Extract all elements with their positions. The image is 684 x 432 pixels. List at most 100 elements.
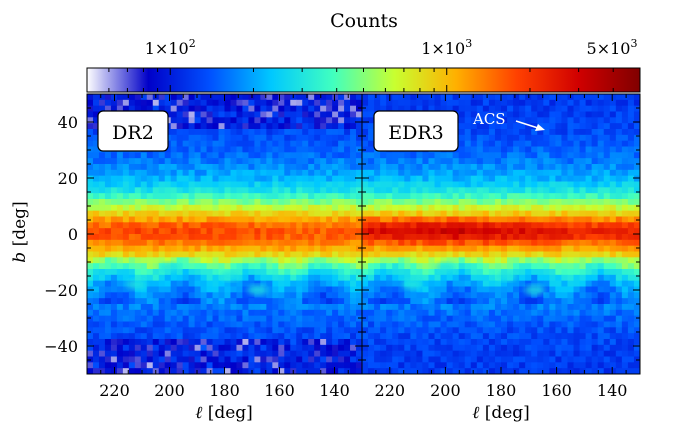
heatmap-cell — [597, 111, 605, 118]
heatmap-cell — [314, 315, 321, 323]
heatmap-cell — [543, 164, 550, 171]
heatmap-cell — [212, 164, 220, 171]
heatmap-cell — [188, 368, 196, 374]
heatmap-cell — [92, 134, 100, 142]
heatmap-cell — [597, 333, 605, 340]
heatmap-cell — [446, 210, 454, 218]
heatmap-cell — [164, 245, 172, 253]
heatmap-cell — [476, 164, 484, 171]
heatmap-cell — [320, 251, 327, 258]
heatmap-cell — [482, 117, 490, 124]
heatmap-cell — [549, 129, 556, 136]
heatmap-cell — [284, 164, 291, 171]
heatmap-cell — [176, 356, 184, 363]
heatmap-cell — [386, 187, 393, 194]
heatmap-cell — [374, 304, 381, 311]
heatmap-cell — [104, 251, 112, 258]
heatmap-cell — [597, 158, 605, 165]
heatmap-cell — [579, 111, 587, 118]
heatmap-cell — [260, 129, 267, 136]
heatmap-cell — [567, 123, 575, 130]
heatmap-cell — [398, 344, 405, 352]
heatmap-cell — [501, 216, 508, 223]
heatmap-cell — [597, 356, 605, 363]
heatmap-cell — [537, 344, 544, 352]
heatmap-cell — [176, 269, 184, 276]
heatmap-cell — [290, 251, 297, 258]
heatmap-cell — [302, 298, 309, 305]
heatmap-cell — [591, 105, 599, 113]
heatmap-cell — [314, 105, 321, 113]
heatmap-cell — [362, 105, 369, 113]
heatmap-cell — [579, 350, 587, 358]
heatmap-cell — [188, 344, 196, 352]
heatmap-cell — [549, 169, 556, 177]
heatmap-cell — [555, 123, 563, 130]
heatmap-cell — [507, 239, 514, 247]
heatmap-cell — [242, 245, 250, 253]
heatmap-cell — [284, 333, 291, 340]
heatmap-cell — [470, 356, 478, 363]
heatmap-cell — [164, 146, 172, 153]
heatmap-cell — [549, 117, 556, 124]
heatmap-cell — [87, 333, 94, 340]
heatmap-cell — [428, 274, 436, 282]
heatmap-cell — [332, 117, 339, 124]
heatmap-cell — [176, 140, 184, 148]
heatmap-cell — [464, 298, 472, 305]
heatmap-cell — [549, 269, 556, 276]
heatmap-cell — [579, 263, 587, 270]
heatmap-cell — [218, 257, 226, 264]
heatmap-cell — [116, 368, 124, 374]
heatmap-cell — [501, 222, 508, 229]
heatmap-cell — [122, 263, 130, 270]
heatmap-cell — [597, 234, 605, 241]
heatmap-cell — [603, 216, 611, 223]
heatmap-cell — [531, 368, 538, 374]
heatmap-cell — [182, 239, 190, 247]
heatmap-cell — [434, 216, 442, 223]
heatmap-cell — [422, 245, 430, 253]
heatmap-cell — [609, 129, 617, 136]
heatmap-cell — [92, 344, 100, 352]
heatmap-cell — [501, 199, 508, 206]
heatmap-cell — [332, 152, 339, 159]
heatmap-cell — [476, 245, 484, 253]
heatmap-cell — [188, 356, 196, 363]
heatmap-cell — [314, 333, 321, 340]
heatmap-cell — [242, 321, 250, 328]
heatmap-cell — [609, 105, 617, 113]
heatmap-cell — [140, 234, 148, 241]
heatmap-cell — [621, 199, 629, 206]
heatmap-cell — [188, 175, 196, 183]
heatmap-cell — [302, 187, 309, 194]
heatmap-cell — [549, 123, 556, 130]
heatmap-cell — [308, 263, 315, 270]
heatmap-cell — [422, 239, 430, 247]
heatmap-cell — [476, 210, 484, 218]
heatmap-cell — [482, 164, 490, 171]
heatmap-cell — [458, 169, 466, 177]
heatmap-cell — [87, 292, 94, 299]
heatmap-cell — [218, 245, 226, 253]
heatmap-cell — [194, 129, 202, 136]
heatmap-cell — [176, 175, 184, 183]
heatmap-cell — [464, 111, 472, 118]
heatmap-cell — [218, 169, 226, 177]
heatmap-cell — [543, 251, 550, 258]
heatmap-cell — [266, 146, 273, 153]
heatmap-cell — [621, 333, 629, 340]
heatmap-cell — [248, 327, 255, 334]
heatmap-cell — [513, 99, 520, 107]
heatmap-cell — [398, 152, 405, 159]
heatmap-cell — [579, 199, 587, 206]
heatmap-cell — [410, 181, 417, 188]
heatmap-cell — [633, 269, 640, 276]
heatmap-cell — [326, 228, 333, 235]
heatmap-cell — [200, 199, 208, 206]
heatmap-cell — [513, 263, 520, 270]
heatmap-cell — [585, 140, 593, 148]
heatmap-cell — [260, 315, 267, 323]
heatmap-cell — [152, 274, 160, 282]
heatmap-cell — [146, 181, 154, 188]
